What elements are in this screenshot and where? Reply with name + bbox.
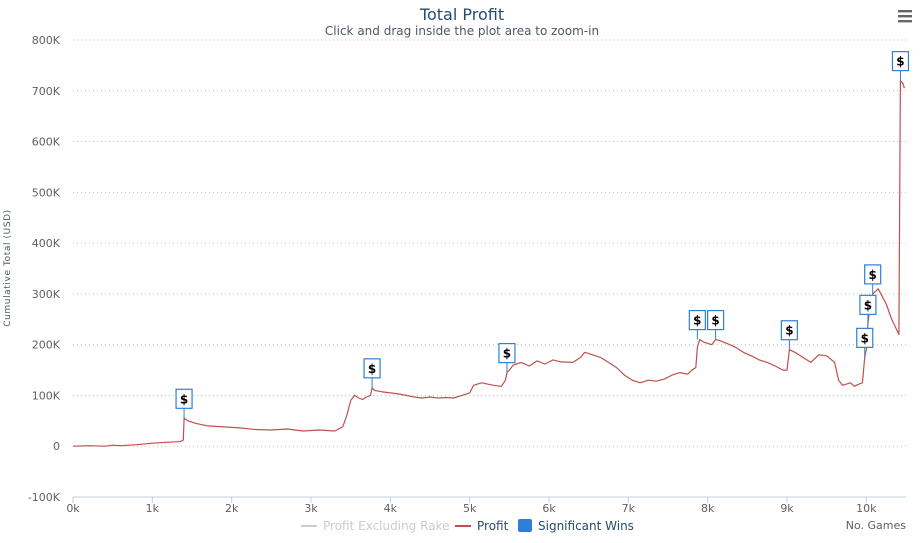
- y-tick-label: 300K: [32, 288, 61, 301]
- legend-item-profit-excluding-rake[interactable]: Profit Excluding Rake: [301, 519, 449, 533]
- y-axis-title: Cumulative Total (USD): [3, 209, 13, 327]
- chart-subtitle: Click and drag inside the plot area to z…: [325, 24, 599, 38]
- flag-box: [859, 294, 877, 315]
- flag-dollar-label: $: [368, 362, 376, 376]
- flag-dollar-label: $: [693, 314, 701, 328]
- significant-win-flag[interactable]: $: [706, 309, 725, 340]
- significant-win-flag[interactable]: $: [856, 327, 874, 358]
- y-tick-label: -100K: [28, 491, 61, 504]
- flag-box: [688, 309, 706, 331]
- significant-win-flag[interactable]: $: [175, 388, 193, 419]
- x-tick-label: 1k: [146, 502, 160, 515]
- legend-label-profit: Profit: [477, 519, 509, 533]
- legend-item-profit[interactable]: Profit: [455, 519, 509, 533]
- x-tick-label: 8k: [701, 502, 715, 515]
- axes: -100K 0 100K 200K 300K 400K 500K 600K 700K 800K 0k…: [28, 34, 906, 515]
- flag-dollar-label: $: [896, 55, 904, 69]
- y-tick-label: 500K: [32, 186, 61, 199]
- x-tick-label: 2k: [225, 502, 239, 515]
- x-tick-label: 7k: [622, 502, 636, 515]
- x-tick-label: 9k: [780, 502, 794, 515]
- flag-box: [363, 358, 381, 379]
- series-line-profit[interactable]: [72, 80, 905, 447]
- series-layer: [72, 80, 905, 447]
- hamburger-menu-icon[interactable]: [898, 9, 914, 23]
- y-tick-label: 100K: [32, 389, 61, 402]
- y-tick-label: 400K: [32, 237, 61, 250]
- x-tick-label: 4k: [384, 502, 398, 515]
- x-tick-label: 0k: [66, 502, 80, 515]
- legend-label-significant-wins: Significant Wins: [538, 519, 634, 533]
- flag-box: [780, 320, 798, 341]
- flag-dollar-label: $: [785, 324, 793, 338]
- flag-dollar-label: $: [861, 331, 869, 345]
- legend-symbol-significant-wins: [518, 519, 532, 532]
- legend-label-profit-excluding-rake: Profit Excluding Rake: [323, 519, 449, 533]
- y-tick-label: 700K: [32, 85, 61, 98]
- significant-win-flag[interactable]: $: [864, 264, 882, 294]
- significant-win-flag[interactable]: $: [688, 309, 706, 340]
- flag-dollar-label: $: [864, 298, 872, 312]
- significant-win-flag[interactable]: $: [363, 358, 381, 388]
- flag-dollar-label: $: [711, 314, 719, 328]
- significant-wins-markers: $ $ $ $ $ $ $ $ $ $: [175, 51, 910, 419]
- flag-box: [498, 342, 516, 364]
- x-tick-label: 6k: [542, 502, 556, 515]
- significant-win-flag[interactable]: $: [780, 320, 798, 350]
- flag-box: [891, 51, 910, 72]
- x-tick-label: 3k: [304, 502, 318, 515]
- y-tick-label: 0: [53, 440, 60, 453]
- chart-title: Total Profit: [419, 5, 504, 24]
- flag-dollar-label: $: [869, 268, 877, 282]
- flag-box: [856, 327, 874, 348]
- flag-dollar-label: $: [180, 392, 188, 406]
- flag-box: [864, 264, 882, 285]
- significant-win-flag[interactable]: $: [891, 51, 910, 81]
- flag-dollar-label: $: [503, 347, 511, 361]
- legend-item-significant-wins[interactable]: Significant Wins: [518, 519, 634, 533]
- legend: Profit Excluding Rake Profit Significant…: [301, 519, 634, 533]
- gridlines: [73, 39, 906, 498]
- x-axis-title: No. Games: [846, 519, 907, 532]
- y-tick-label: 800K: [32, 34, 61, 47]
- flag-box: [175, 388, 193, 409]
- y-tick-label: 600K: [32, 136, 61, 149]
- flag-box: [706, 309, 725, 331]
- significant-win-flag[interactable]: $: [859, 294, 877, 325]
- x-tick-label: 5k: [463, 502, 477, 515]
- significant-win-flag[interactable]: $: [498, 342, 516, 373]
- y-tick-label: 200K: [32, 339, 61, 352]
- x-tick-label: 10k: [856, 502, 877, 515]
